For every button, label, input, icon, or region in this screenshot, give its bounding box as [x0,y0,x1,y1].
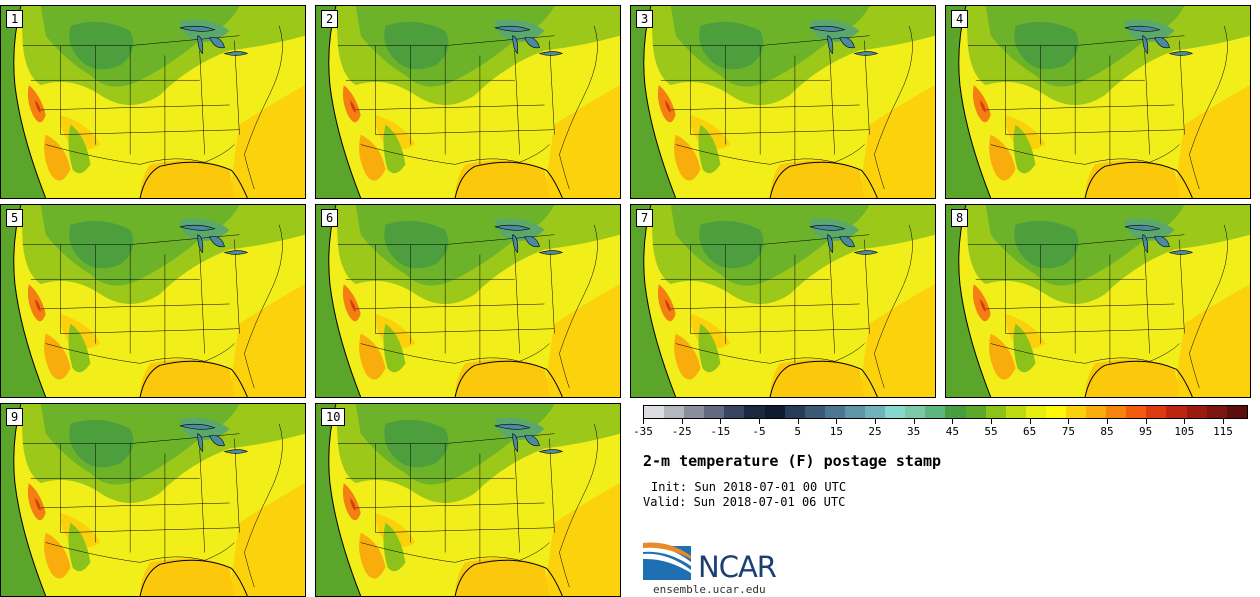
member-number: 10 [321,408,346,426]
member-number: 6 [321,209,339,227]
member-panel: 2 [315,5,621,199]
colorbar-swatch [1146,406,1167,418]
member-number: 9 [6,408,24,426]
colorbar-tick-label: -15 [710,425,731,438]
colorbar-swatch [744,406,765,418]
colorbar-tick-mark [643,419,644,424]
colorbar-swatch [644,406,665,418]
colorbar-swatch [1166,406,1187,418]
member-number: 3 [636,10,654,28]
colorbar-tick-label: -35 [633,425,653,438]
colorbar-tick-mark [875,419,876,424]
colorbar-tick-mark [1145,419,1147,424]
colorbar-swatch [905,406,926,418]
colorbar-tick-mark [1029,419,1031,424]
colorbar-swatch [925,406,946,418]
colorbar-tick-mark [1068,419,1070,424]
colorbar-swatch [1065,406,1087,418]
colorbar-swatch [985,406,1006,418]
colorbar-swatch [945,406,966,418]
colorbar-swatch [704,406,725,418]
colorbar-swatch [885,406,906,418]
colorbar-swatch [1045,406,1066,418]
colorbar-tick-label: 45 [945,425,959,438]
colorbar-tick-label: -25 [671,425,692,438]
colorbar-swatch [684,406,705,418]
member-panel: 6 [315,204,621,398]
valid-time: Valid: Sun 2018-07-01 06 UTC [643,495,846,509]
colorbar-swatch [764,406,785,418]
temperature-colorbar [643,405,1248,419]
colorbar-swatch [1106,406,1127,418]
member-panel: 5 [0,204,306,398]
member-panel: 7 [630,204,936,398]
colorbar-tick-label: 105 [1174,425,1195,438]
colorbar-tick-label: 95 [1139,425,1153,438]
member-number: 2 [321,10,339,28]
colorbar-tick-label: 115 [1213,425,1233,438]
colorbar-tick-mark [797,419,799,424]
member-panel: 1 [0,5,306,199]
colorbar-tick-mark [952,419,954,424]
colorbar-tick-label: 65 [1023,425,1037,438]
member-number: 1 [6,10,24,28]
member-number: 7 [636,209,654,227]
colorbar-swatch [664,406,685,418]
colorbar-swatch [784,406,805,418]
member-panel: 3 [630,5,936,199]
site-url: ensemble.ucar.edu [653,583,766,596]
member-panel: 8 [945,204,1251,398]
colorbar-swatch [965,406,986,418]
colorbar-tick-mark [759,419,760,424]
colorbar-tick-label: 85 [1100,425,1114,438]
colorbar-swatch [865,406,886,418]
member-panel: 4 [945,5,1251,199]
colorbar-tick-label: 55 [984,425,998,438]
colorbar-swatch [1206,406,1227,418]
colorbar-swatch [1025,406,1046,418]
colorbar-tick-label: -5 [752,425,766,438]
colorbar-ticks: -35 -25 -15 -5 5 15 25 35 45 55 65 75 85 95 105 115 [633,419,1248,439]
colorbar-swatch [1086,406,1107,418]
colorbar-tick-mark [913,419,915,424]
colorbar-tick-mark [1223,419,1224,424]
member-panel: 10 [315,403,621,597]
colorbar-swatch [724,406,745,418]
member-number: 5 [6,209,24,227]
colorbar-tick-mark [1184,419,1186,424]
colorbar-tick-mark [720,419,722,424]
colorbar-tick-mark [836,419,838,424]
colorbar-tick-label: 15 [829,425,843,438]
colorbar-tick-label: 75 [1061,425,1075,438]
colorbar-tick-mark [991,419,992,424]
member-number: 8 [951,209,969,227]
ncar-logo-icon [643,542,691,580]
figure-title: 2-m temperature (F) postage stamp [643,452,942,470]
colorbar-swatch [1126,406,1147,418]
member-panel: 9 [0,403,306,597]
colorbar-swatch [824,406,845,418]
colorbar-tick-label: 35 [907,425,921,438]
colorbar-tick-label: 5 [794,425,801,438]
colorbar-swatch [1186,406,1207,418]
logo-text: NCAR [698,550,777,584]
colorbar-tick-mark [681,419,683,424]
colorbar-tick-mark [1107,419,1108,424]
member-number: 4 [951,10,969,28]
colorbar-swatch [1005,406,1026,418]
init-time: Init: Sun 2018-07-01 00 UTC [651,480,847,494]
colorbar-swatch [844,406,866,418]
colorbar-tick-label: 25 [868,425,882,438]
colorbar-swatch [1226,406,1247,418]
colorbar-swatch [804,406,825,418]
